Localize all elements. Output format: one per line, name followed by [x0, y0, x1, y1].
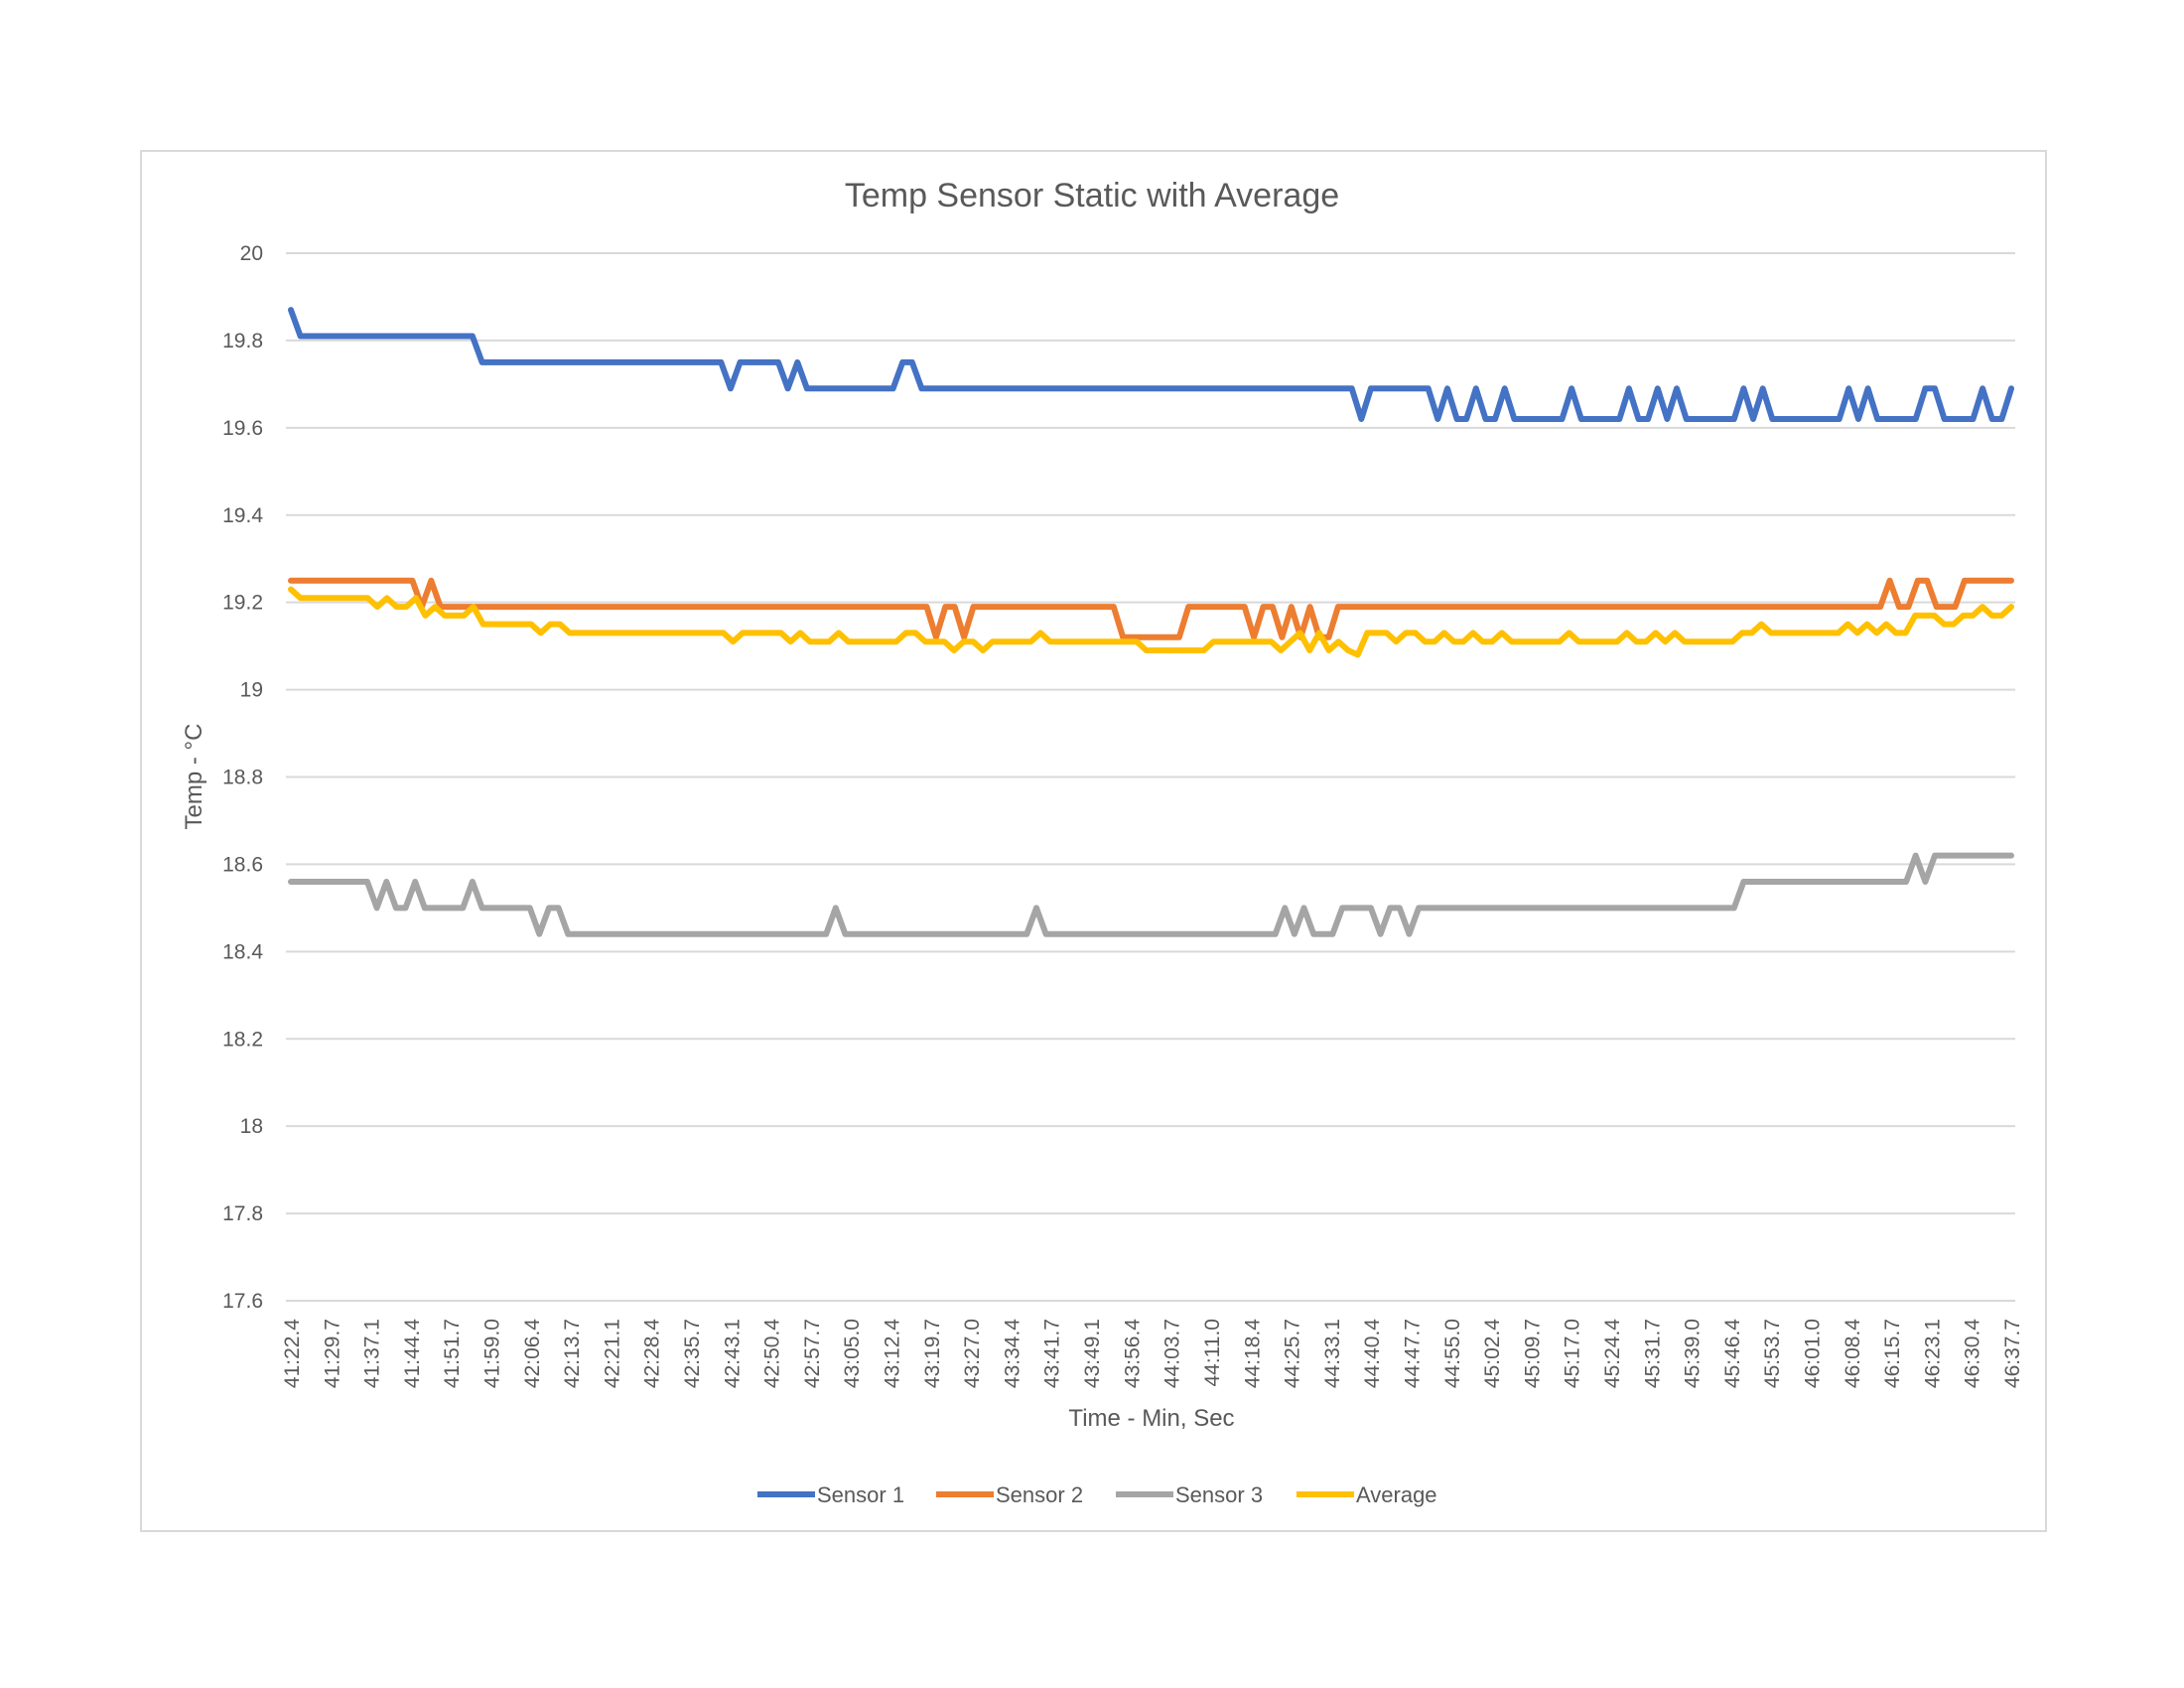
x-tick-label: 44:47.7: [1401, 1319, 1424, 1388]
x-tick-label: 43:41.7: [1041, 1319, 1064, 1388]
x-tick-label: 42:06.4: [521, 1319, 544, 1388]
x-tick-label: 43:27.0: [961, 1319, 984, 1388]
y-tick-label: 19: [240, 679, 263, 702]
y-tick-label: 17.6: [222, 1290, 263, 1313]
x-tick-label: 42:57.7: [801, 1319, 824, 1388]
legend-label: Sensor 3: [1175, 1482, 1263, 1507]
x-tick-label: 43:05.0: [841, 1319, 864, 1388]
x-tick-label: 41:29.7: [321, 1319, 343, 1388]
legend-label: Sensor 2: [996, 1482, 1083, 1507]
y-tick-label: 18.4: [222, 940, 263, 963]
series-lines: [288, 307, 2014, 937]
x-axis-tick-labels: 41:22.4 41:29.7 41:37.1 41:44.4 41:51.7 41:59…: [281, 1319, 2024, 1388]
x-tick-label: 45:46.4: [1721, 1319, 1744, 1388]
x-tick-label: 42:28.4: [641, 1319, 664, 1388]
y-tick-label: 19.8: [222, 330, 263, 352]
x-tick-label: 46:08.4: [1842, 1319, 1864, 1388]
x-tick-label: 46:01.0: [1801, 1319, 1824, 1388]
x-axis-title: Time - Min, Sec: [1068, 1405, 1234, 1432]
x-tick-label: 45:24.4: [1601, 1319, 1624, 1388]
x-tick-label: 41:37.1: [361, 1319, 384, 1388]
x-tick-label: 44:55.0: [1441, 1319, 1464, 1388]
x-tick-label: 43:49.1: [1081, 1319, 1104, 1388]
chart-title: Temp Sensor Static with Average: [845, 177, 1339, 214]
y-axis-title: Temp - °C: [181, 724, 207, 830]
legend-item: Sensor 3: [1116, 1482, 1263, 1507]
x-tick-label: 44:18.4: [1241, 1319, 1264, 1388]
x-tick-label: 46:23.1: [1921, 1319, 1944, 1388]
x-tick-label: 45:09.7: [1521, 1319, 1544, 1388]
x-tick-label: 44:03.7: [1161, 1319, 1184, 1388]
x-tick-label: 45:02.4: [1481, 1319, 1504, 1388]
x-tick-label: 45:31.7: [1641, 1319, 1664, 1388]
y-tick-label: 18.8: [222, 767, 263, 789]
x-tick-label: 44:25.7: [1282, 1319, 1304, 1388]
x-tick-label: 41:51.7: [441, 1319, 464, 1388]
x-tick-label: 42:50.4: [761, 1319, 784, 1388]
legend: Sensor 1 Sensor 2 Sensor 3 Average: [757, 1482, 1437, 1507]
x-tick-label: 45:39.0: [1682, 1319, 1705, 1388]
x-tick-label: 42:35.7: [681, 1319, 704, 1388]
series-line-average: [288, 586, 2014, 658]
x-tick-label: 46:30.4: [1962, 1319, 1984, 1388]
x-tick-label: 42:43.1: [721, 1319, 744, 1388]
gridlines: [286, 252, 2015, 1302]
legend-item: Average: [1297, 1482, 1437, 1507]
x-tick-label: 43:56.4: [1121, 1319, 1144, 1388]
x-tick-label: 44:40.4: [1361, 1319, 1384, 1388]
x-tick-label: 41:22.4: [281, 1319, 304, 1388]
y-tick-label: 19.2: [222, 592, 263, 615]
y-axis-tick-labels: 20 19.8 19.6 19.4 19.2 19 18.8 18.6 18.4 18.2 18 17…: [222, 242, 263, 1313]
x-tick-label: 44:11.0: [1201, 1319, 1224, 1387]
x-tick-label: 43:19.7: [921, 1319, 944, 1388]
series-line-sensor-2: [288, 577, 2014, 640]
x-tick-label: 46:15.7: [1881, 1319, 1904, 1388]
series-line-sensor-3: [288, 852, 2014, 937]
x-tick-label: 46:37.7: [2001, 1319, 2024, 1388]
y-tick-label: 19.4: [222, 504, 263, 527]
y-tick-label: 20: [240, 242, 263, 265]
x-tick-label: 43:12.4: [882, 1319, 904, 1388]
x-tick-label: 41:44.4: [401, 1319, 424, 1388]
x-tick-label: 45:17.0: [1562, 1319, 1584, 1388]
x-tick-label: 44:33.1: [1321, 1319, 1344, 1388]
x-tick-label: 43:34.4: [1001, 1319, 1024, 1388]
y-tick-label: 18.6: [222, 853, 263, 876]
legend-label: Sensor 1: [817, 1482, 904, 1507]
legend-label: Average: [1356, 1482, 1437, 1507]
y-tick-label: 18: [240, 1115, 263, 1138]
x-tick-label: 42:21.1: [601, 1319, 623, 1388]
y-tick-label: 18.2: [222, 1028, 263, 1051]
legend-item: Sensor 2: [936, 1482, 1083, 1507]
y-tick-label: 19.6: [222, 417, 263, 440]
x-tick-label: 41:59.0: [481, 1319, 504, 1388]
x-tick-label: 45:53.7: [1761, 1319, 1784, 1388]
series-line-sensor-1: [288, 307, 2014, 422]
y-tick-label: 17.8: [222, 1202, 263, 1225]
legend-item: Sensor 1: [757, 1482, 904, 1507]
x-tick-label: 42:13.7: [561, 1319, 584, 1388]
